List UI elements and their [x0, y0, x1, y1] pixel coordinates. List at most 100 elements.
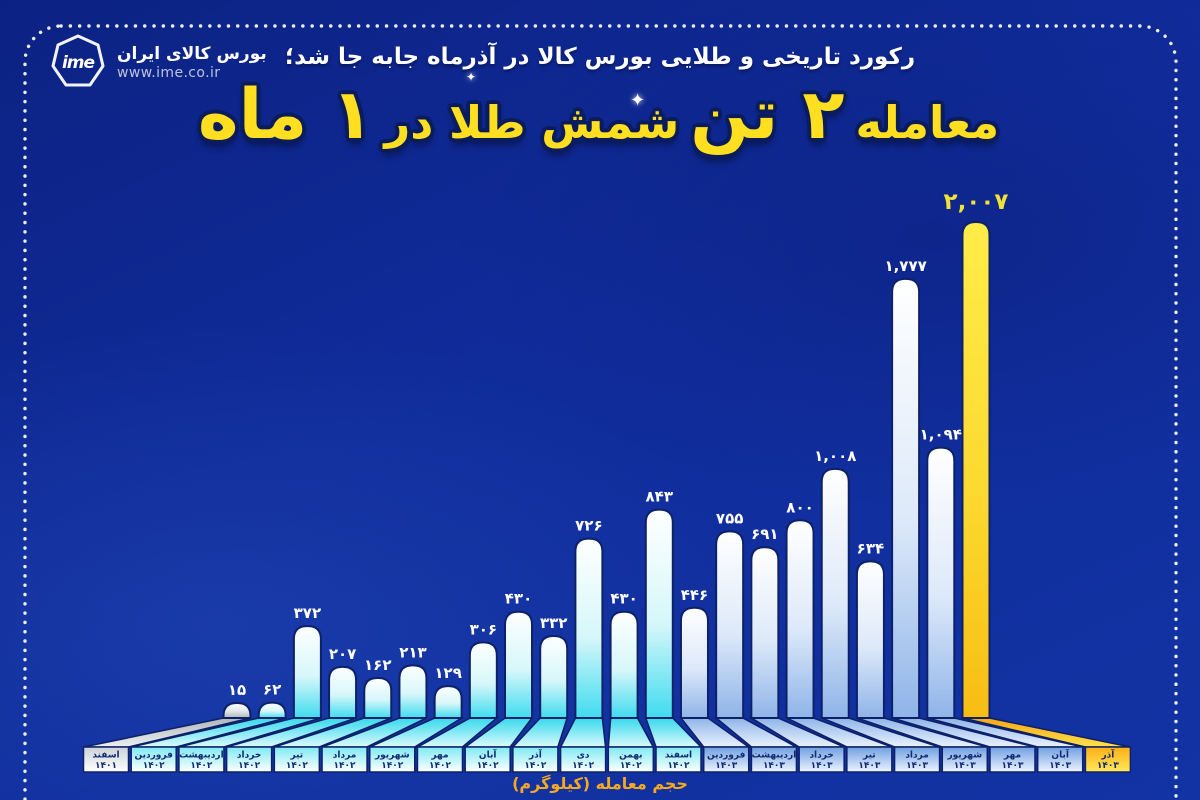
bar-value-label: ۷۵۵ — [716, 509, 743, 527]
x-axis-label-box — [512, 746, 559, 773]
bar-value-label: ۷۲۶ — [575, 517, 602, 535]
x-axis-month-label: تیر — [862, 751, 876, 761]
x-axis-year-label: ۱۴۰۲ — [286, 761, 308, 771]
bar-value-label: ۶۳۴ — [857, 539, 884, 557]
x-axis-year-label: ۱۴۰۲ — [238, 761, 260, 771]
bar-value-label: ۱۵ — [228, 681, 246, 699]
x-axis-label-box — [273, 746, 321, 773]
x-axis-year-label: ۱۴۰۲ — [572, 761, 594, 771]
x-axis-label-box — [321, 746, 368, 773]
chart-bar — [574, 537, 604, 719]
x-axis-year-label: ۱۴۰۳ — [1049, 761, 1071, 771]
x-axis-month-label: مهر — [1003, 751, 1021, 761]
x-axis-month-label: آذر — [1100, 749, 1115, 761]
chart-bar — [926, 446, 956, 719]
x-axis-label-box — [369, 746, 416, 773]
x-axis-year-label: ۱۴۰۳ — [858, 761, 880, 771]
x-axis-month-label: خرداد — [809, 751, 833, 761]
x-axis-label-box — [1036, 746, 1084, 773]
chart-bar — [785, 519, 815, 719]
bar-value-label: ۱,۰۹۴ — [920, 426, 962, 444]
x-axis-year-label: ۱۴۰۲ — [524, 761, 546, 771]
x-axis-year-label: ۱۴۰۳ — [1097, 761, 1119, 771]
chart-title: معامله۲ تنشمش طلا در۱ ماه — [0, 75, 1200, 155]
x-axis-label-box — [655, 746, 702, 773]
chart-bar — [715, 530, 745, 719]
chart-bar — [433, 685, 463, 719]
x-axis-year-label: ۱۴۰۲ — [429, 761, 451, 771]
bar-value-label: ۱۲۹ — [434, 664, 461, 682]
x-axis-month-label: فروردین — [135, 751, 173, 761]
x-axis-month-label: شهریور — [946, 751, 982, 761]
x-axis-label-box — [702, 746, 750, 773]
chart-bar — [328, 665, 358, 719]
chart-bar — [820, 467, 850, 719]
chart-bar — [222, 702, 252, 719]
x-axis-month-label: شهریور — [374, 751, 410, 761]
x-axis-month-label: مرداد — [905, 751, 929, 761]
logo-url: www.ime.co.ir — [117, 64, 221, 81]
x-axis-month-label: مهر — [430, 751, 448, 761]
bar-ribbon — [559, 717, 607, 748]
chart-bar — [363, 676, 393, 719]
bar-value-label: ۳۳۲ — [540, 614, 567, 632]
x-axis-month-label: اردیبهشت — [179, 751, 224, 761]
bar-value-label: ۲۰۷ — [329, 645, 356, 663]
logo-org-name: بورس کالای ایران — [117, 43, 267, 64]
x-axis-year-label: ۱۴۰۲ — [143, 761, 165, 771]
axis-caption: حجم معامله (کیلوگرم) — [512, 774, 688, 793]
x-axis-label-box — [1084, 746, 1132, 773]
title-segment: شمش طلا در — [384, 96, 680, 149]
title-segment: معامله — [855, 96, 1000, 149]
bar-value-label: ۲,۰۰۷ — [944, 189, 1009, 215]
x-axis-month-label: اسفند — [92, 751, 119, 761]
chart-bar — [504, 610, 534, 719]
x-axis-label-box — [798, 746, 845, 773]
x-axis-month-label: بهمن — [619, 751, 642, 761]
chart-bar — [855, 560, 885, 719]
x-axis-year-label: ۱۴۰۲ — [668, 761, 690, 771]
sparkle-icon: ✦ — [466, 70, 477, 84]
x-axis-label-box — [225, 746, 273, 773]
x-axis-month-label: آبان — [1051, 749, 1069, 761]
chart-bar — [468, 641, 498, 719]
x-axis-month-label: اردیبهشت — [752, 751, 797, 761]
ime-logo: ime بورس کالای ایران www.ime.co.ir — [50, 33, 267, 93]
title-segment: ۲ تن — [690, 75, 845, 155]
x-axis-year-label: ۱۴۰۳ — [715, 761, 737, 771]
chart-bar — [539, 634, 569, 719]
bar-value-label: ۸۰۰ — [786, 498, 813, 516]
bar-value-label: ۸۴۳ — [646, 488, 673, 506]
chart-bar — [750, 546, 780, 719]
x-axis-label-box — [178, 746, 225, 773]
x-axis-year-label: ۱۴۰۲ — [190, 761, 212, 771]
x-axis-label-box — [750, 746, 798, 773]
bar-value-label: ۴۴۶ — [681, 586, 708, 604]
chart-bar — [257, 701, 287, 719]
x-axis-month-label: تیر — [290, 751, 304, 761]
x-axis-label-box — [893, 746, 941, 773]
bar-value-label: ۴۳۰ — [610, 590, 637, 608]
sparkle-icon: ✦ — [630, 90, 646, 111]
x-axis-label-box — [130, 746, 177, 773]
x-axis-label-box — [607, 746, 655, 773]
logo-text: بورس کالای ایران www.ime.co.ir — [117, 44, 267, 83]
x-axis-month-label: فروردین — [707, 751, 745, 761]
chart-bar — [891, 277, 921, 719]
chart-subtitle: رکورد تاریخی و طلایی بورس کالا در آذرماه… — [284, 44, 916, 70]
x-axis-year-label: ۱۴۰۲ — [620, 761, 642, 771]
dotted-border — [23, 24, 1178, 800]
x-axis-year-label: ۱۴۰۲ — [477, 761, 499, 771]
svg-text:ime: ime — [62, 53, 95, 73]
bar-value-label: ۲۱۳ — [399, 643, 426, 661]
bar-value-label: ۳۷۲ — [294, 604, 321, 622]
chart-bar — [292, 625, 322, 719]
x-axis-label-box — [941, 746, 989, 773]
x-axis-month-label: آذر — [528, 749, 543, 761]
x-axis-label-box — [82, 746, 130, 773]
bar-value-label: ۴۳۰ — [505, 590, 532, 608]
title-segment: ۱ ماه — [197, 75, 374, 155]
ime-logo-badge-icon: ime — [51, 34, 105, 87]
